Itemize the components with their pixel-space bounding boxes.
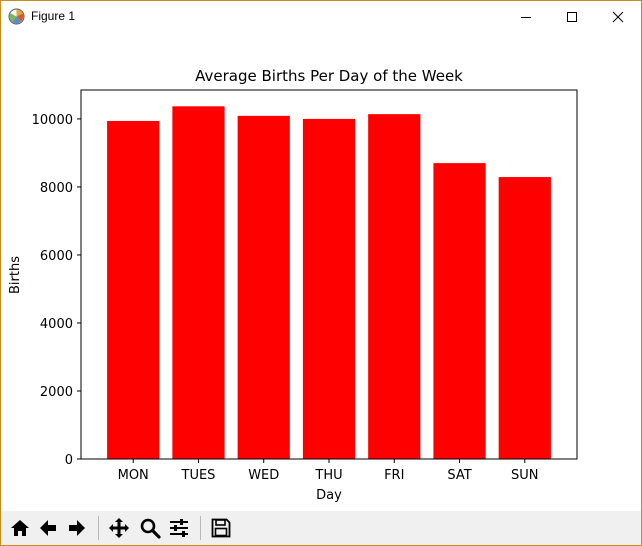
forward-arrow-icon	[69, 520, 85, 536]
x-tick-label: MON	[118, 468, 149, 483]
y-tick-label: 2000	[40, 385, 73, 400]
chart-title: Average Births Per Day of the Week	[195, 67, 463, 85]
save-button[interactable]	[208, 515, 234, 541]
x-tick-label: THU	[314, 468, 342, 483]
back-button[interactable]	[35, 515, 61, 541]
window-title: Figure 1	[31, 9, 76, 23]
pan-icon	[109, 518, 129, 538]
close-icon	[612, 11, 624, 22]
x-tick-label: WED	[248, 468, 279, 483]
y-tick-label: 8000	[40, 181, 73, 196]
matplotlib-icon	[8, 8, 25, 25]
navigation-toolbar	[1, 511, 641, 545]
toolbar-separator	[98, 516, 99, 540]
x-axis-label: Day	[316, 488, 342, 503]
save-icon	[211, 518, 231, 538]
back-arrow-icon	[40, 520, 56, 536]
maximize-icon	[567, 11, 577, 22]
close-button[interactable]	[595, 1, 641, 32]
bar-tues	[172, 106, 225, 459]
bar-wed	[237, 115, 290, 459]
minimize-icon	[521, 16, 531, 18]
y-tick-label: 10000	[32, 113, 73, 128]
forward-button[interactable]	[64, 515, 90, 541]
bar-sun	[498, 177, 551, 459]
toolbar-separator	[200, 516, 201, 540]
bar-thu	[302, 118, 356, 459]
x-tick-label: TUES	[181, 468, 216, 483]
y-axis-ticks: 0 2000 4000 6000 8000 10000	[32, 113, 81, 468]
zoom-button[interactable]	[137, 515, 163, 541]
y-tick-label: 6000	[40, 249, 73, 264]
x-tick-label: SAT	[447, 468, 471, 483]
home-icon	[11, 520, 29, 536]
axes-frame	[80, 89, 578, 460]
home-button[interactable]	[7, 515, 33, 541]
y-tick-label: 4000	[40, 317, 73, 332]
x-tick-label: SUN	[511, 468, 539, 483]
maximize-button[interactable]	[549, 1, 595, 32]
bar-mon	[107, 120, 160, 459]
figure-canvas[interactable]: Average Births Per Day of the Week 0 2000…	[1, 32, 641, 511]
bar-fri	[368, 114, 421, 459]
configure-subplots-button[interactable]	[166, 515, 192, 541]
y-axis-label: Births	[8, 256, 23, 294]
configure-subplots-icon	[170, 519, 188, 537]
x-axis-ticks: MON TUES WED THU FRI SAT SUN	[118, 459, 539, 483]
y-tick-label: 0	[65, 453, 73, 468]
zoom-icon	[140, 518, 161, 539]
bars	[107, 106, 551, 459]
minimize-button[interactable]	[503, 1, 549, 32]
x-tick-label: FRI	[384, 468, 404, 483]
bar-chart: Average Births Per Day of the Week 0 2000…	[8, 67, 578, 503]
title-bar[interactable]: Figure 1	[1, 1, 641, 32]
bar-sat	[433, 163, 486, 459]
pan-button[interactable]	[106, 515, 132, 541]
